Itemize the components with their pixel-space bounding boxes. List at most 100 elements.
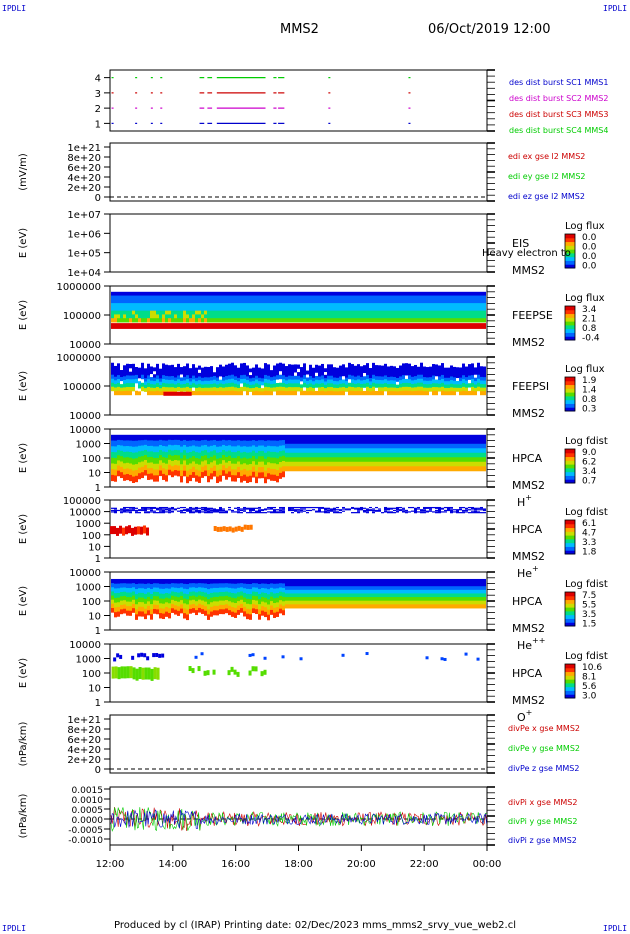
heatmap-cell	[369, 314, 372, 319]
heatmap-cell	[465, 439, 468, 445]
heatmap-cell	[384, 379, 387, 384]
heatmap-cell	[480, 303, 483, 308]
heatmap-cell	[222, 609, 225, 615]
heatmap-cell	[384, 593, 387, 598]
heatmap-cell	[315, 434, 318, 440]
heatmap-cell	[426, 377, 429, 382]
heatmap-cell	[474, 461, 477, 467]
heatmap-cell	[423, 391, 426, 396]
heatmap-cell	[306, 589, 309, 594]
heatmap-cell	[297, 457, 300, 463]
heatmap-cell	[387, 604, 390, 609]
heatmap-cell	[411, 597, 414, 602]
heatmap-cell	[417, 314, 420, 319]
heatmap-cell	[432, 299, 435, 304]
heatmap-cell	[330, 387, 333, 392]
heatmap-cell	[237, 374, 240, 379]
heatmap-cell	[474, 299, 477, 304]
heatmap-cell	[237, 609, 240, 615]
heatmap-cell	[213, 596, 216, 602]
heatmap-cell	[216, 601, 219, 607]
heatmap-cell	[312, 509, 315, 511]
heatmap-cell	[390, 511, 393, 513]
heatmap-cell	[288, 589, 291, 594]
heatmap-cell	[414, 306, 417, 312]
heatmap-cell	[435, 368, 438, 373]
heatmap-cell	[423, 593, 426, 598]
heatmap-cell	[153, 469, 156, 476]
heatmap-cell	[384, 466, 387, 472]
heatmap-cell	[378, 368, 381, 374]
heatmap-cell	[324, 510, 327, 512]
heatmap-cell	[435, 390, 438, 396]
heatmap-cell	[462, 318, 465, 323]
heatmap-cell	[246, 464, 249, 472]
heatmap-cell	[300, 370, 303, 375]
heatmap-cell	[267, 604, 270, 611]
heatmap-cell	[348, 443, 351, 449]
heatmap-cell	[288, 371, 291, 377]
heatmap-cell	[252, 578, 255, 584]
heatmap-cell	[324, 507, 327, 509]
heatmap-cell	[384, 303, 387, 308]
heatmap-cell	[273, 383, 276, 388]
heatmap-cell	[450, 604, 453, 609]
heatmap-cell	[450, 582, 453, 587]
heatmap-cell	[171, 306, 174, 312]
heatmap-cell	[342, 466, 345, 472]
heatmap-cell	[360, 439, 363, 445]
heatmap-cell	[144, 511, 147, 513]
heatmap-cell	[126, 578, 129, 584]
heatmap-cell	[306, 370, 309, 375]
heatmap-cell	[420, 382, 423, 388]
heatmap-cell	[381, 434, 384, 440]
heatmap-cell	[114, 295, 117, 300]
heatmap-cell	[150, 387, 153, 392]
heatmap-cell	[378, 452, 381, 458]
heatmap-cell	[360, 507, 363, 509]
heatmap-cell	[474, 508, 477, 510]
heatmap-cell	[381, 376, 384, 381]
heatmap-cell	[201, 609, 204, 614]
heatmap-cell	[378, 589, 381, 594]
heatmap-cell	[276, 310, 279, 315]
heatmap-cell	[156, 318, 159, 323]
heatmap-cell	[312, 597, 315, 602]
colorbar-cell	[565, 671, 575, 676]
heatmap-cell	[399, 314, 402, 319]
heatmap-cell	[369, 452, 372, 458]
colorbar-tick-label: 0.8	[582, 395, 597, 405]
heatmap-cell	[243, 306, 246, 312]
heatmap-cell	[483, 443, 486, 449]
heatmap-cell	[417, 508, 420, 510]
legend-entry: divPi y gse MMS2	[508, 817, 577, 826]
heatmap-cell	[174, 314, 177, 319]
heatmap-cell	[114, 510, 117, 512]
colorbar-tick-label: 3.3	[582, 538, 596, 548]
heatmap-cell	[411, 366, 414, 371]
heatmap-cell	[117, 382, 120, 388]
heatmap-cell	[222, 310, 225, 315]
heatmap-cell	[462, 367, 465, 372]
heatmap-cell	[447, 310, 450, 315]
heatmap-cell	[414, 364, 417, 370]
heatmap-cell	[360, 387, 363, 392]
heatmap-cell	[375, 578, 378, 584]
heatmap-cell	[141, 306, 144, 312]
heatmap-cell	[315, 600, 318, 605]
heatmap-cell	[318, 318, 321, 323]
heatmap-cell	[147, 440, 150, 447]
heatmap-cell	[204, 511, 207, 513]
heatmap-cell	[351, 457, 354, 463]
heatmap-cell	[111, 434, 114, 442]
heatmap-cell	[120, 461, 123, 468]
heatmap-cell	[261, 299, 264, 304]
heatmap-cell	[219, 512, 222, 514]
colorbar-cell	[565, 475, 575, 480]
heatmap-cell	[159, 378, 162, 383]
heatmap-cell	[381, 303, 384, 308]
heatmap-cell	[231, 306, 234, 312]
heatmap-cell	[339, 604, 342, 609]
heatmap-cell	[465, 370, 468, 375]
heatmap-cell	[435, 457, 438, 463]
